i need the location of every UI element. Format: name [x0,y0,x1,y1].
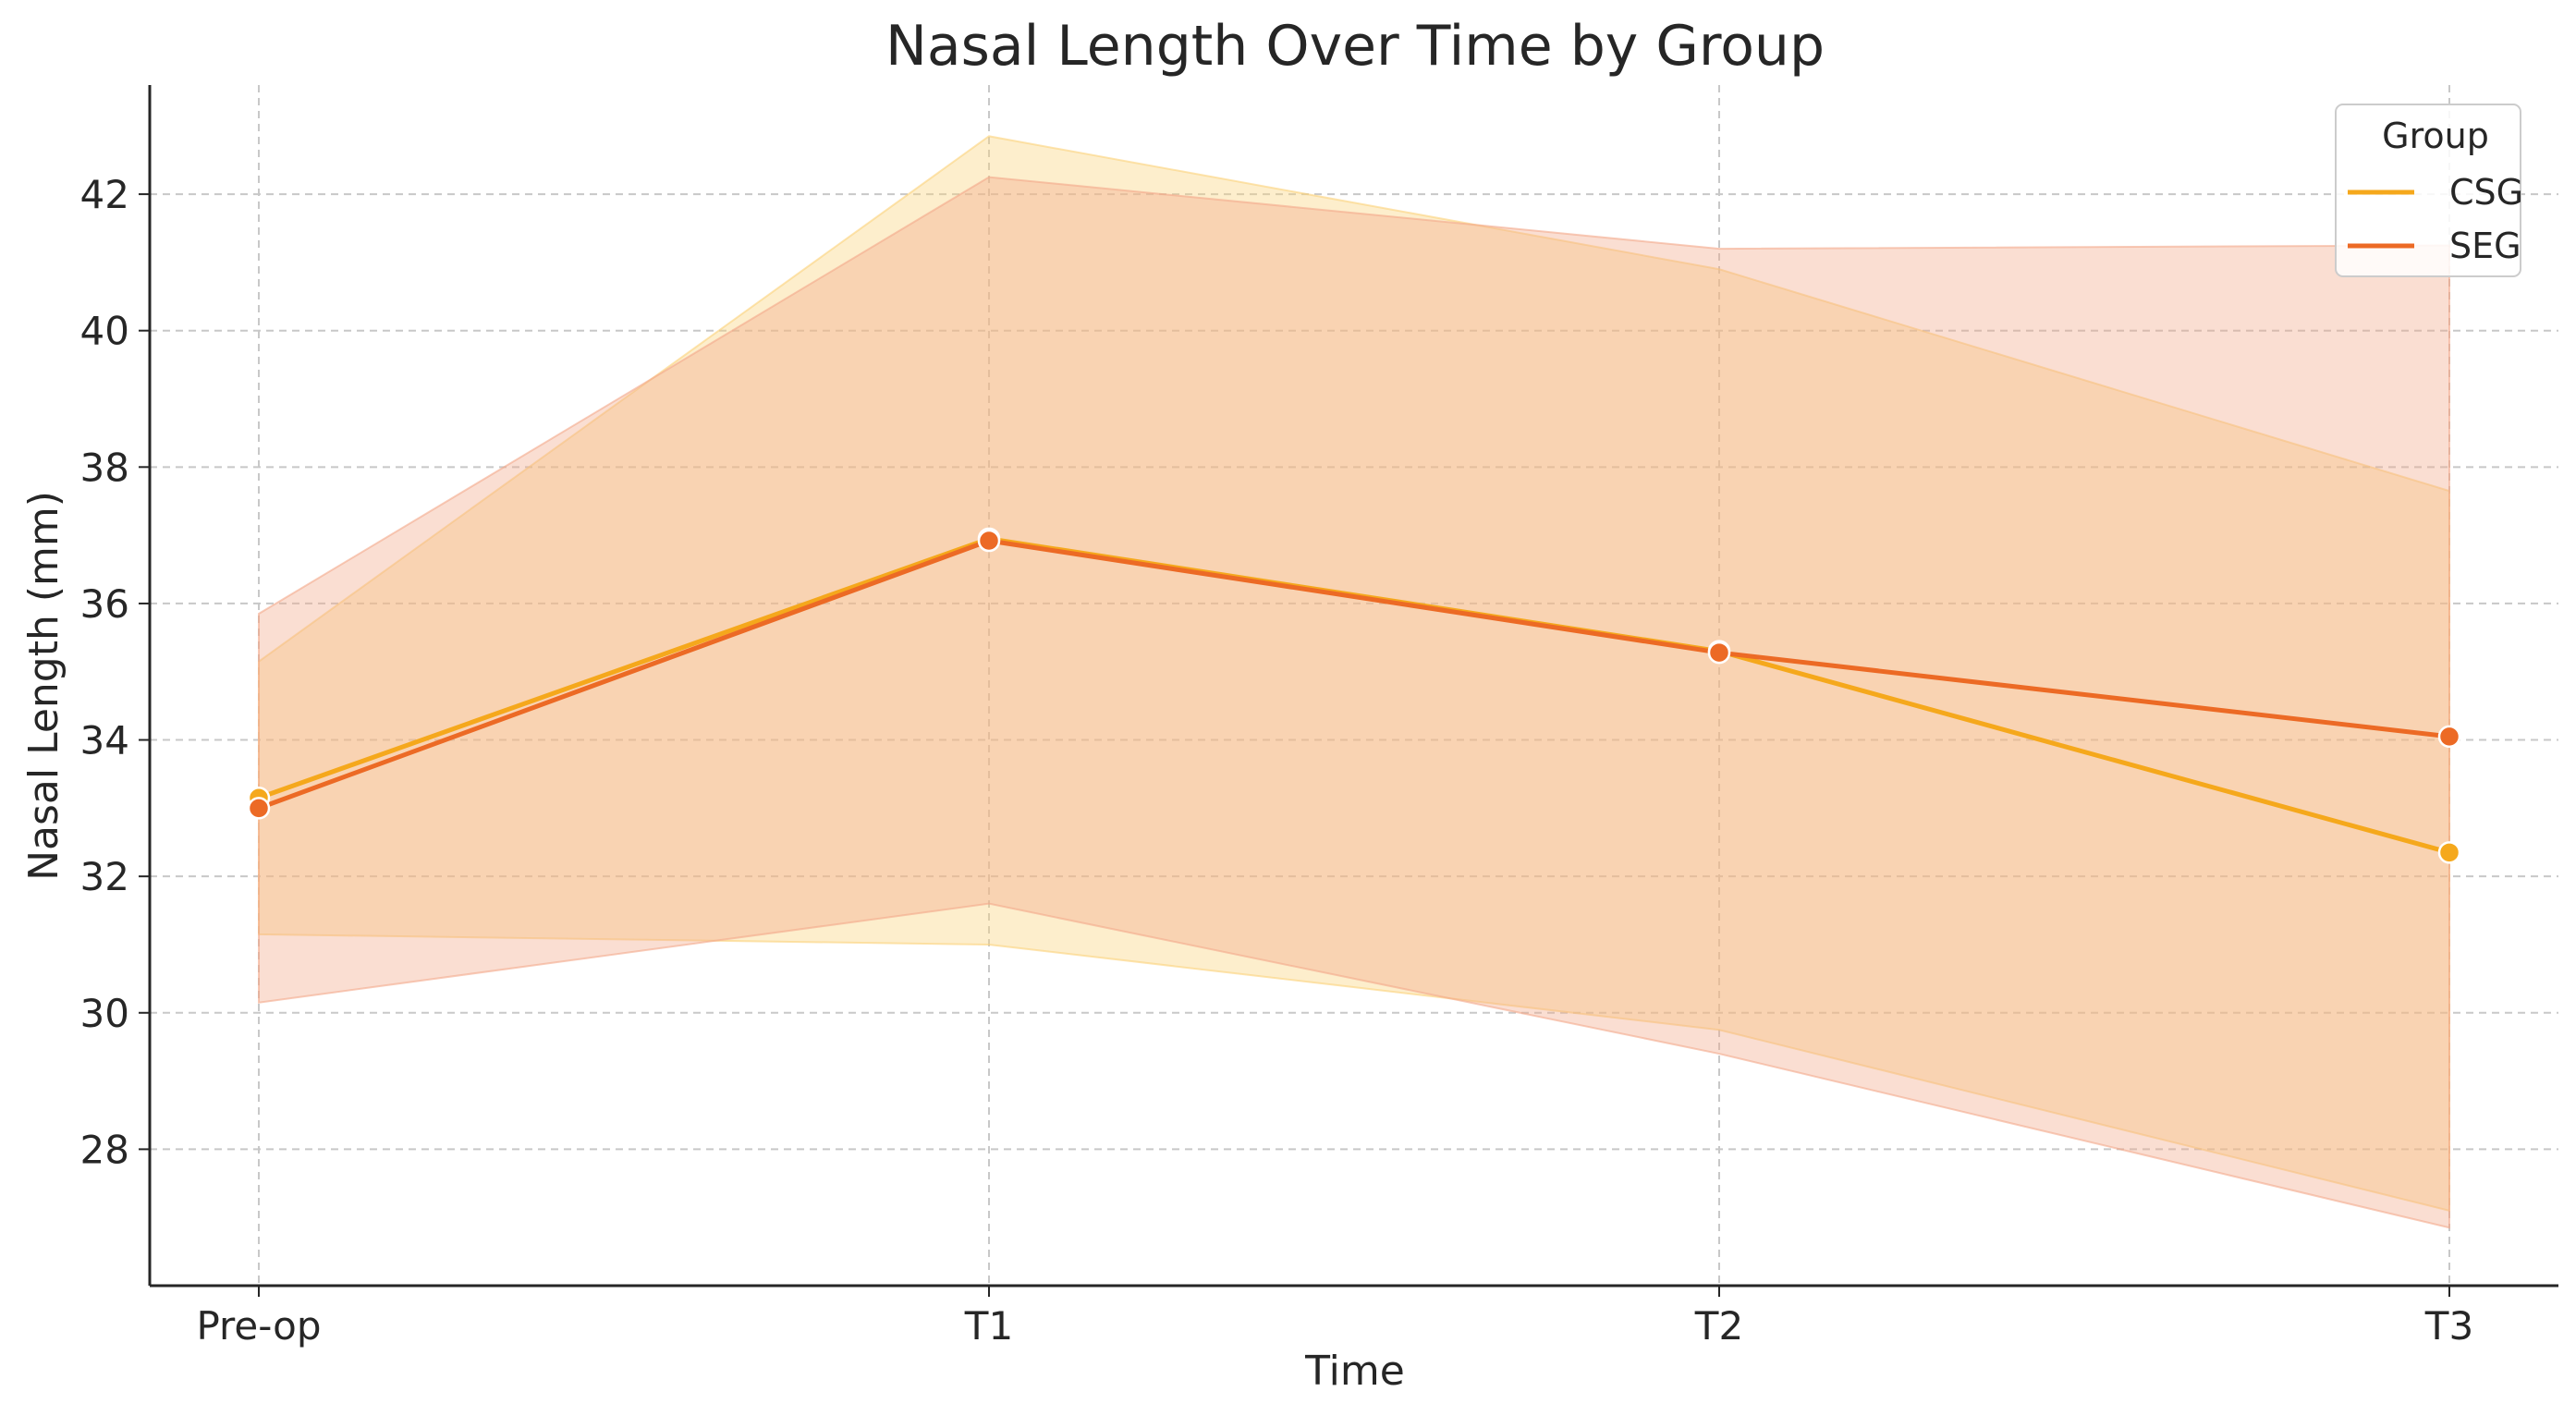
y-tick-label: 36 [80,581,129,627]
legend-title: Group [2382,116,2489,156]
confidence-bands [258,135,2450,1229]
series-lines [258,536,2450,855]
y-tick-label: 40 [80,309,129,354]
chart-title: Nasal Length Over Time by Group [885,14,1825,79]
legend-label-seg: SEG [2449,226,2521,266]
x-tick-label: T1 [964,1303,1013,1349]
y-tick-label: 34 [80,718,129,763]
y-tick-label: 32 [80,854,129,899]
series-line-seg [258,538,2450,811]
data-point-seg [977,529,1001,553]
axes [148,85,2558,1288]
data-point-seg [247,797,271,820]
series-points [247,527,2461,864]
data-point-seg [2437,725,2461,749]
data-point-seg [1707,641,1731,665]
y-tick-label: 42 [80,172,129,217]
y-tick-label: 28 [80,1127,129,1172]
y-axis-label: Nasal Length (mm) [20,491,67,881]
ticks: 28 30 32 34 36 38 40 42 Pre-op T1 T2 T3 [80,172,2474,1349]
confidence-band-seg [258,176,2450,1229]
x-tick-label: T2 [1694,1303,1743,1349]
x-axis-label: Time [1304,1348,1405,1395]
x-tick-label: Pre-op [196,1303,321,1349]
x-tick-label: T3 [2424,1303,2473,1349]
data-point-csg [2437,841,2461,864]
y-tick-label: 30 [80,991,129,1036]
legend: Group CSG SEG [2335,104,2523,277]
legend-label-csg: CSG [2449,172,2523,213]
y-tick-label: 38 [80,445,129,490]
legend-frame [2335,104,2521,277]
